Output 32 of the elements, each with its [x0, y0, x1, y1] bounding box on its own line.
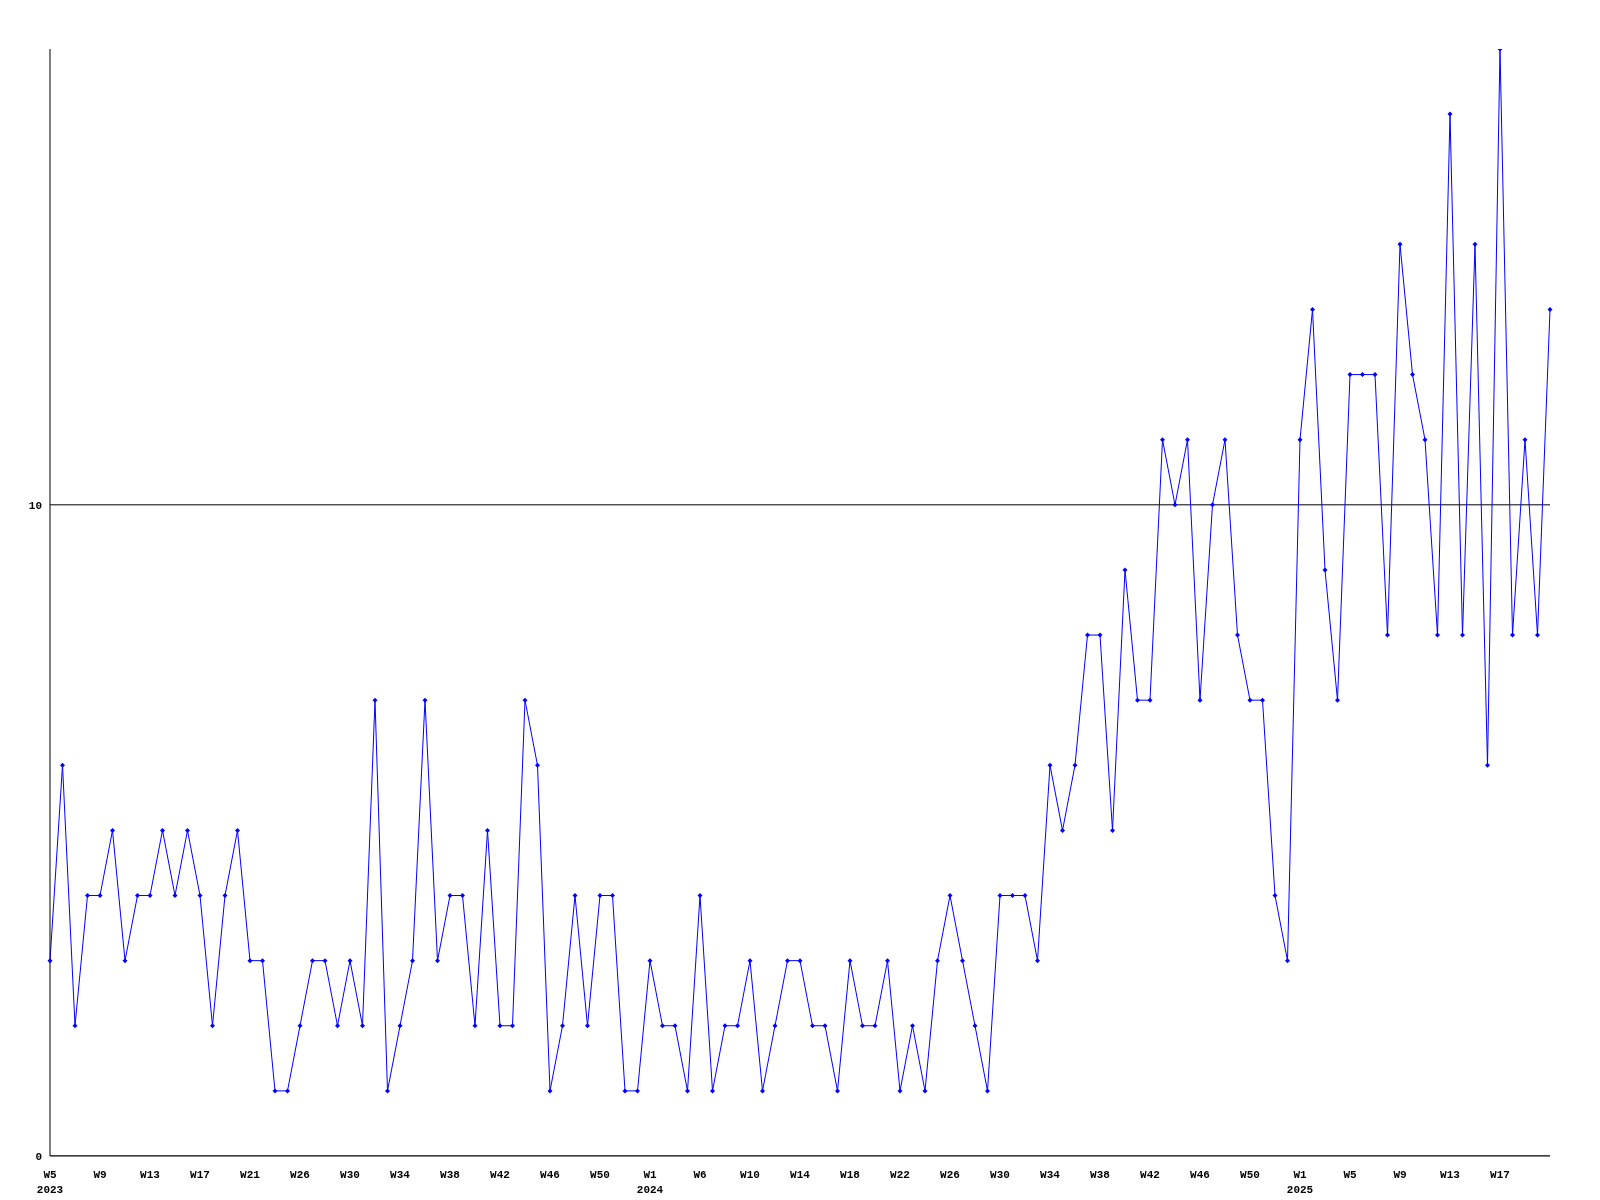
x-tick-label: W17	[1490, 1169, 1510, 1181]
x-tick-label: W50	[590, 1169, 610, 1181]
x-tick-label: W30	[990, 1169, 1010, 1181]
x-tick-label: W26	[290, 1169, 310, 1181]
x-tick-label: W9	[1393, 1169, 1407, 1181]
x-tick-label: W1 2024	[636, 1169, 664, 1196]
x-tick-label: W42	[1140, 1169, 1160, 1181]
x-tick-label: W5	[1343, 1169, 1357, 1181]
x-tick-label: W6	[693, 1169, 707, 1181]
x-tick-label: W14	[790, 1169, 811, 1181]
x-tick-label: W34	[1040, 1169, 1061, 1181]
x-tick-label: W13	[1440, 1169, 1461, 1181]
x-tick-label: W17	[190, 1169, 210, 1181]
x-tick-label: W9	[93, 1169, 107, 1181]
x-tick-label: W21	[240, 1169, 261, 1181]
x-tick-label: W13	[140, 1169, 161, 1181]
x-tick-label: W50	[1240, 1169, 1260, 1181]
x-tick-label: W5 2023	[36, 1169, 64, 1196]
x-tick-label: W38	[1090, 1169, 1111, 1181]
x-tick-label: W18	[840, 1169, 861, 1181]
x-tick-label: W1 2025	[1286, 1169, 1314, 1196]
x-tick-label: W26	[940, 1169, 960, 1181]
y-tick-label: 10	[28, 499, 42, 512]
x-tick-label: W22	[890, 1169, 910, 1181]
x-tick-label: W10	[740, 1169, 760, 1181]
x-tick-label: W46	[1190, 1169, 1210, 1181]
x-tick-label: W38	[440, 1169, 461, 1181]
x-tick-label: W34	[390, 1169, 411, 1181]
y-tick-label: 0	[35, 1150, 42, 1163]
x-tick-label: W42	[490, 1169, 510, 1181]
x-tick-label: W46	[540, 1169, 560, 1181]
x-tick-label: W30	[340, 1169, 360, 1181]
